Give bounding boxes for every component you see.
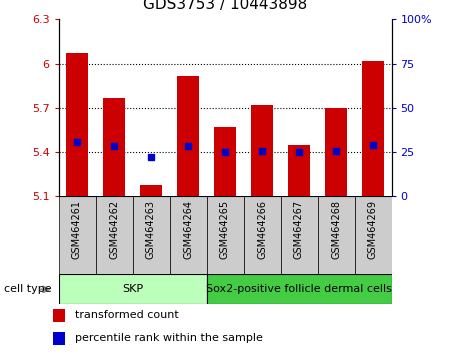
Text: percentile rank within the sample: percentile rank within the sample	[75, 333, 263, 343]
Text: GSM464264: GSM464264	[183, 200, 193, 258]
Text: GSM464266: GSM464266	[257, 200, 267, 258]
Bar	[95, 196, 132, 274]
Text: GSM464268: GSM464268	[331, 200, 341, 258]
Bar	[288, 145, 310, 196]
Bar	[325, 108, 347, 196]
Text: GSM464263: GSM464263	[146, 200, 156, 258]
Bar	[170, 196, 207, 274]
Text: cell type: cell type	[4, 284, 52, 295]
Text: SKP: SKP	[122, 284, 143, 295]
Bar	[58, 196, 95, 274]
Text: GDS3753 / 10443898: GDS3753 / 10443898	[143, 0, 307, 12]
Bar	[66, 53, 88, 196]
Bar	[280, 196, 318, 274]
Text: GSM464262: GSM464262	[109, 200, 119, 259]
Bar	[355, 196, 392, 274]
Bar	[207, 274, 392, 304]
Bar	[58, 274, 207, 304]
Bar	[53, 309, 65, 322]
Bar	[177, 75, 199, 196]
Bar	[362, 61, 384, 196]
Bar	[207, 196, 243, 274]
Text: Sox2-positive follicle dermal cells: Sox2-positive follicle dermal cells	[206, 284, 392, 295]
Bar	[103, 98, 125, 196]
Text: GSM464267: GSM464267	[294, 200, 304, 259]
Bar	[251, 105, 273, 196]
Text: GSM464269: GSM464269	[368, 200, 378, 258]
Text: GSM464261: GSM464261	[72, 200, 82, 258]
Text: transformed count: transformed count	[75, 310, 179, 320]
Text: GSM464265: GSM464265	[220, 200, 230, 259]
Bar	[318, 196, 355, 274]
Bar	[140, 185, 162, 196]
Bar	[132, 196, 170, 274]
Bar	[214, 127, 236, 196]
Bar	[53, 332, 65, 345]
Bar	[243, 196, 280, 274]
